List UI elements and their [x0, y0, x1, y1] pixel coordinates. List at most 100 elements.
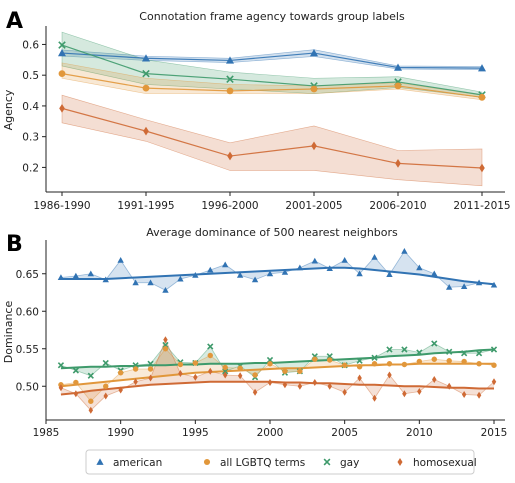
panel-b-ytick-label: 0.65: [16, 269, 39, 281]
panel-b-point-gay: [356, 357, 363, 364]
panel-b-point-gay: [416, 349, 423, 356]
panel-b-point-lgbtq: [446, 358, 452, 364]
panel-b-point-lgbtq: [132, 366, 139, 372]
panel-a-point-homosexual: [59, 103, 65, 113]
panel-a-point-lgbtq: [478, 93, 486, 101]
panel-b-xtick-label: 2015: [481, 427, 508, 439]
panel-b-point-american: [162, 287, 169, 293]
panel-b-xtick-label: 1990: [107, 427, 134, 439]
panel-b-point-homosexual: [491, 378, 497, 386]
panel-b-point-american: [341, 257, 348, 263]
panel-b-markers: [57, 248, 498, 414]
panel-b-point-gay: [87, 372, 94, 379]
panel-a-point-american: [310, 49, 318, 57]
panel-b-point-lgbtq: [401, 361, 408, 368]
panel-a-band-homosexual: [61, 94, 483, 187]
panel-a-xtick-label: 1991-1995: [117, 200, 174, 212]
panel-b-point-american: [431, 270, 438, 277]
panel-a-line-homosexual: [61, 107, 483, 169]
panel-b-point-american: [177, 275, 184, 282]
panel-b-point-gay: [72, 367, 79, 374]
panel-b-point-american: [401, 248, 408, 254]
panel-b-xtick-label: 2005: [331, 427, 358, 439]
panel-a-ytick-label: 0.4: [22, 101, 39, 113]
panel-a-point-american: [394, 63, 402, 71]
panel-a-point-american: [58, 49, 66, 57]
panel-b-point-american: [281, 269, 289, 275]
panel-b-xtick-label: 1985: [33, 427, 60, 439]
panel-a-xtick-label: 1996-2000: [201, 200, 258, 212]
panel-a-ylabel: Agency: [2, 89, 15, 130]
panel-b-point-homosexual: [327, 382, 332, 390]
panel-b-point-american: [446, 284, 453, 290]
panel-a-line-lgbtq: [61, 73, 483, 98]
panel-b-point-gay: [401, 346, 408, 353]
panel-b-band-homosexual: [60, 339, 494, 411]
panel-b-point-lgbtq: [416, 358, 423, 365]
panel-b-point-homosexual: [402, 390, 407, 398]
panel-b-ytick-label: 0.50: [16, 381, 39, 393]
panel-b-point-lgbtq: [341, 362, 348, 368]
panel-a-point-gay: [142, 69, 150, 78]
panel-b-point-homosexual: [178, 369, 183, 378]
panel-b-point-lgbtq: [312, 356, 318, 362]
panel-a-point-homosexual: [311, 141, 317, 151]
legend-marker-gay: [323, 458, 331, 466]
panel-b-point-lgbtq: [386, 361, 393, 367]
panel-b-xtick-label: 2010: [406, 427, 433, 439]
panel-b-point-lgbtq: [282, 368, 288, 374]
panel-b-point-lgbtq: [147, 366, 154, 372]
panel-b-point-homosexual: [417, 387, 422, 396]
panel-b-point-homosexual: [88, 406, 94, 414]
panel-b-point-lgbtq: [207, 352, 213, 359]
panel-b-point-homosexual: [208, 367, 213, 375]
panel-a-line-gay: [61, 44, 483, 96]
panel-a-line-american: [61, 52, 483, 69]
panel-b-point-american: [57, 274, 65, 281]
panel-b-point-american: [117, 257, 124, 263]
panel-a-point-lgbtq: [58, 70, 66, 78]
panel-b-point-homosexual: [148, 374, 153, 382]
panel-b-point-homosexual: [446, 382, 452, 390]
panel-b-point-gay: [475, 350, 483, 357]
panel-b-letter: B: [6, 232, 23, 257]
panel-b-point-homosexual: [193, 373, 198, 381]
panel-b-point-lgbtq: [356, 364, 363, 370]
panel-b-point-lgbtq: [103, 383, 109, 389]
panel-b-chart: B Average dominance of 500 nearest neigh…: [2, 226, 507, 439]
panel-b-point-american: [251, 276, 259, 283]
panel-b-point-lgbtq: [177, 361, 184, 368]
panel-a-point-gay: [58, 41, 66, 49]
panel-b-xtick-label: 1995: [182, 427, 209, 439]
panel-a-bands: [61, 31, 483, 187]
legend-marker-american: [96, 458, 104, 465]
panel-a-point-lgbtq: [142, 84, 150, 92]
panel-b-point-homosexual: [252, 388, 258, 396]
panel-b-point-american: [490, 281, 498, 288]
panel-b-point-lgbtq: [222, 364, 228, 371]
panel-a-point-homosexual: [227, 151, 233, 161]
panel-b-point-american: [475, 279, 483, 286]
panel-a-ytick-label: 0.3: [22, 132, 39, 144]
panel-b-point-american: [192, 272, 199, 278]
panel-a-lines: [61, 44, 483, 169]
panel-b-point-homosexual: [357, 374, 362, 382]
panel-a-point-gay: [226, 75, 234, 83]
panel-a-markers: [58, 41, 486, 173]
panel-b-point-lgbtq: [327, 357, 333, 363]
panel-a-xtick-label: 2006-2010: [369, 200, 426, 212]
panel-a-ytick-label: 0.5: [22, 70, 39, 82]
panel-b-point-lgbtq: [297, 368, 303, 374]
panel-b-point-homosexual: [387, 371, 392, 379]
panel-b-point-lgbtq: [267, 361, 273, 367]
panel-b-point-homosexual: [342, 388, 347, 396]
panel-b-point-american: [207, 266, 214, 273]
legend-label-gay: gay: [340, 457, 359, 469]
panel-a-ytick-label: 0.2: [22, 162, 39, 174]
panel-b-point-lgbtq: [431, 356, 437, 362]
panel-a-point-american: [142, 54, 150, 62]
panel-b-ytick-label: 0.60: [16, 306, 39, 318]
panel-a-axes: 0.2 0.3 0.4 0.5 0.6 1986-1990 1991-1995 1996-20…: [22, 26, 511, 212]
panel-b-point-american: [147, 279, 154, 286]
panel-a-ytick-label: 0.6: [22, 39, 39, 51]
